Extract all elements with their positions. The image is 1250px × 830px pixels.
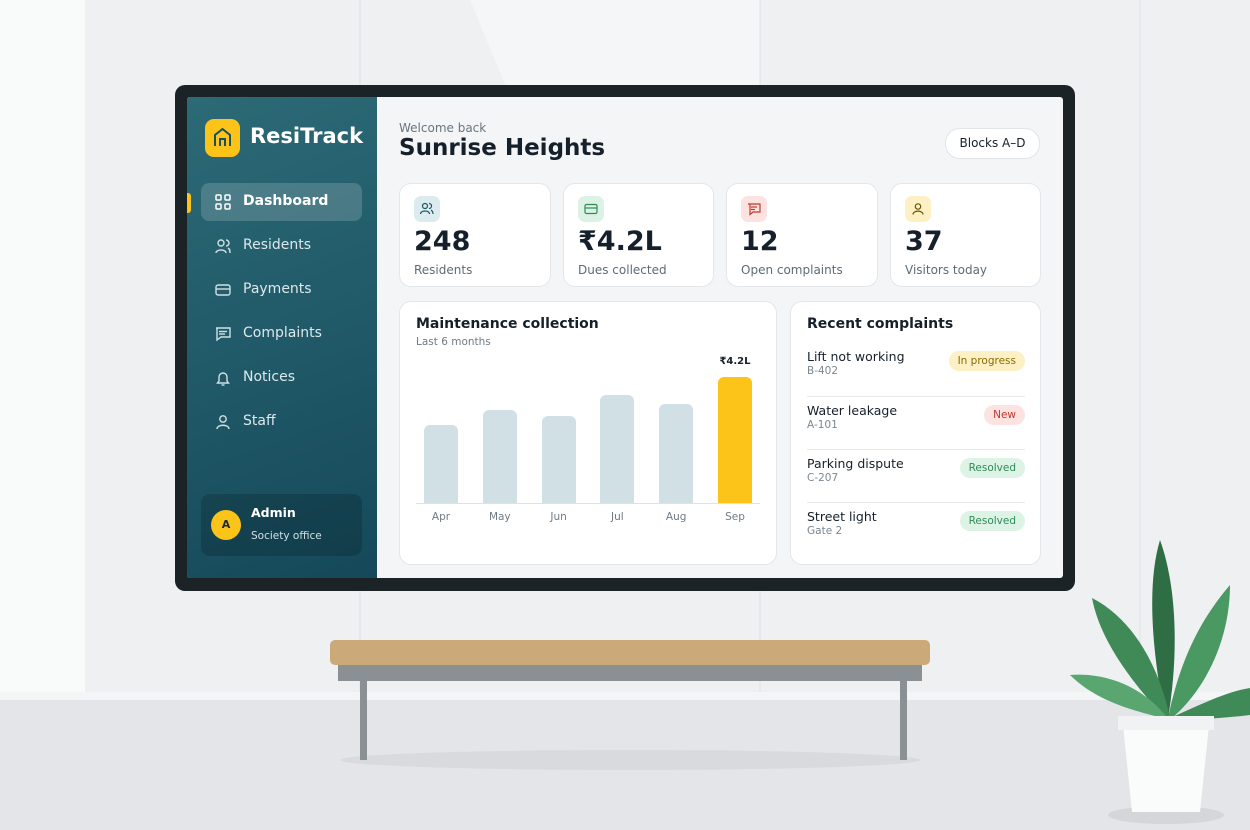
nav-label: Staff [243, 413, 276, 429]
app-screen: ResiTrack Dashboard Residents Payments C… [187, 97, 1063, 578]
complaints-title: Recent complaints [807, 316, 954, 332]
stat-label: Visitors today [905, 263, 988, 277]
user-card[interactable]: A Admin Society office [201, 494, 362, 556]
greeting: Welcome back [399, 121, 487, 135]
complaint-row[interactable]: Parking dispute C-207 Resolved [807, 449, 1025, 503]
nav-label: Residents [243, 237, 312, 253]
x-tick-label: Sep [725, 511, 745, 523]
complaint-location: A-101 [807, 419, 838, 431]
stat-card: 12 Open complaints [726, 183, 878, 287]
stat-value: 248 [414, 226, 471, 257]
stat-value: 12 [741, 226, 779, 257]
baseline [416, 503, 760, 504]
brand-logo [205, 119, 240, 157]
stat-card: 37 Visitors today [890, 183, 1041, 287]
bar [718, 377, 752, 503]
bar [659, 404, 694, 503]
stat-icon [414, 196, 440, 222]
stat-label: Residents [414, 263, 473, 277]
status-badge: New [984, 405, 1025, 425]
nav-label: Payments [243, 281, 312, 297]
nav-item[interactable]: Payments [201, 271, 362, 309]
complaints-card: Recent complaints Lift not working B-402 I… [790, 301, 1041, 565]
user-role: Society office [251, 530, 322, 542]
status-badge: Resolved [959, 511, 1025, 531]
stat-icon [905, 196, 931, 222]
x-tick-label: May [488, 511, 511, 523]
stat-label: Dues collected [578, 263, 667, 277]
complaint-row[interactable]: Water leakage A-101 New [807, 396, 1025, 450]
user-name: Admin [251, 505, 296, 520]
nav-item[interactable]: Dashboard [201, 183, 362, 221]
nav-label: Dashboard [243, 193, 329, 209]
stat-card: ₹4.2L Dues collected [563, 183, 714, 287]
nav-item[interactable]: Notices [201, 359, 362, 397]
complaint-title: Street light [807, 509, 877, 524]
complaint-title: Lift not working [807, 349, 905, 364]
active-indicator [187, 193, 191, 213]
x-tick-label: Jun [550, 511, 567, 523]
stat-value: 37 [905, 226, 943, 257]
stat-icon [578, 196, 604, 222]
complaint-location: Gate 2 [807, 525, 843, 537]
bar [482, 410, 517, 503]
stat-label: Open complaints [741, 263, 843, 277]
nav-item[interactable]: Complaints [201, 315, 362, 353]
complaint-row[interactable]: Street light Gate 2 Resolved [807, 502, 1025, 556]
nav-item[interactable]: Residents [201, 227, 362, 265]
stat-value: ₹4.2L [578, 226, 662, 257]
nav-label: Complaints [243, 325, 322, 341]
complaint-title: Water leakage [807, 403, 898, 418]
x-tick-label: Jul [611, 511, 624, 523]
scope-button[interactable]: Blocks A–D [945, 128, 1040, 159]
nav-item[interactable]: Staff [201, 403, 362, 441]
complaint-row[interactable]: Lift not working B-402 In progress [807, 343, 1025, 396]
page-title: Sunrise Heights [399, 135, 606, 161]
bar [541, 416, 576, 503]
status-badge: In progress [948, 351, 1025, 371]
chart-card: Maintenance collection Last 6 months Apr… [399, 301, 777, 565]
x-tick-label: Apr [431, 511, 451, 523]
bar [600, 395, 635, 503]
sidebar: ResiTrack Dashboard Residents Payments C… [187, 97, 377, 578]
bar-value-label: ₹4.2L [719, 356, 751, 367]
avatar: A [211, 510, 241, 540]
complaint-title: Parking dispute [807, 456, 904, 471]
complaint-location: C-207 [807, 472, 839, 484]
x-tick-label: Aug [665, 511, 687, 523]
bar [424, 425, 458, 503]
stat-icon [741, 196, 767, 222]
complaint-location: B-402 [807, 365, 839, 377]
stat-card: 248 Residents [399, 183, 551, 287]
chart-subtitle: Last 6 months [416, 336, 491, 348]
status-badge: Resolved [959, 458, 1025, 478]
chart-title: Maintenance collection [416, 316, 599, 332]
brand-name: ResiTrack [250, 124, 364, 148]
nav-label: Notices [243, 369, 296, 385]
